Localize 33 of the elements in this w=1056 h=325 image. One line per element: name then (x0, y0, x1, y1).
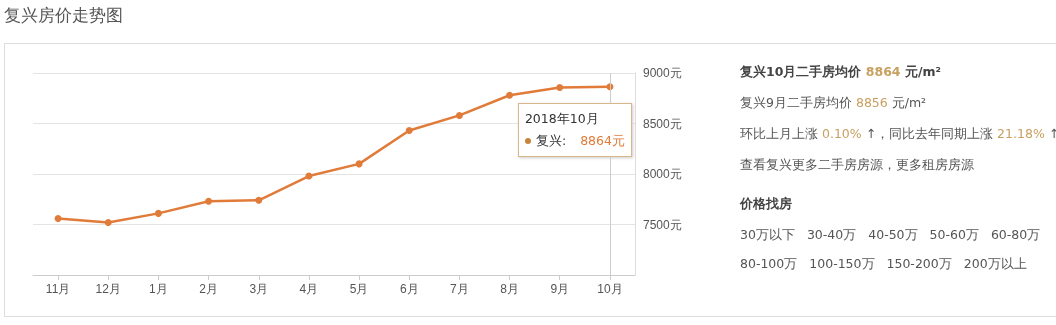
x-tick-label: 4月 (299, 282, 319, 296)
text: 复兴9月二手房均价 8856 元/m² (740, 95, 927, 110)
annotation: 复兴: 8864元 (535, 132, 625, 148)
x-tick-label: 7月 (450, 282, 469, 296)
text: 环比上月上涨 0.10% ↑，同比去年同期上涨 21.18% ↑ (740, 126, 1056, 141)
x-tick-label: 12月 (95, 282, 121, 296)
text: 价格找房 (740, 196, 792, 211)
x-tick-label: 6月 (399, 282, 419, 296)
text: 100-150万 (809, 256, 875, 273)
x-tick-label: 11月 (45, 282, 71, 296)
text: 50-60万 (929, 227, 979, 244)
text: 30万以下 (740, 227, 795, 244)
text: 80-100万 (740, 256, 798, 273)
text: 150-200万 (886, 256, 952, 273)
x-tick-label: 9月 (550, 282, 570, 296)
chart-title: 复兴房价走势图 (4, 4, 123, 27)
text: 200万以上 (963, 256, 1027, 273)
text: 40-50万 (868, 227, 918, 244)
y-tick-label: 7500元 (643, 217, 682, 232)
x-tick-label: 5月 (349, 282, 369, 296)
x-tick-label: 10月 (597, 282, 623, 296)
y-tick-label: 8000元 (643, 167, 682, 181)
text: 查看复兴更多二手房房源，更多租房房源 (740, 157, 974, 172)
y-tick-label: 8500元 (643, 116, 682, 131)
y-tick-label: 9000元 (643, 66, 682, 80)
x-tick-label: 2月 (199, 282, 218, 296)
text: 30-40万 (806, 227, 857, 244)
annotation: 2018年10月 (524, 109, 600, 128)
text: 复兴10月二手房均价 8864 元/m² (740, 64, 941, 79)
x-tick-label: 8月 (500, 282, 519, 296)
text: 60-80万 (990, 227, 1041, 244)
x-tick-label: 3月 (249, 282, 269, 296)
x-tick-label: 1月 (149, 282, 168, 296)
